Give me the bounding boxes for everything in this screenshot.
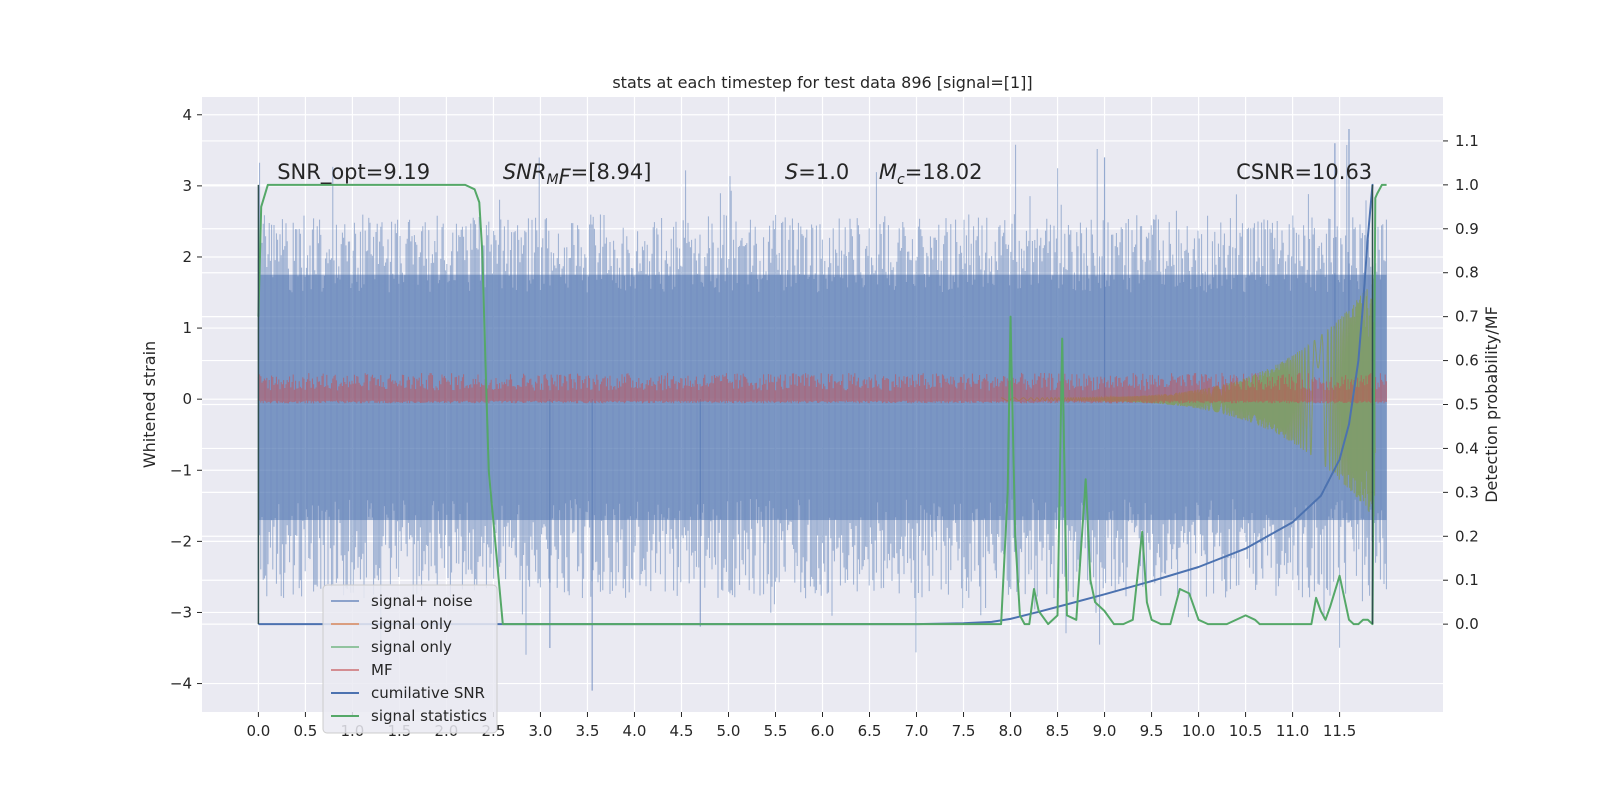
- annotation-2: S=1.0: [785, 160, 849, 184]
- y-tick-label: 0: [182, 390, 192, 408]
- y-tick-label: −4: [170, 675, 192, 693]
- legend-label: signal only: [371, 638, 452, 656]
- x-tick-label: 7.5: [952, 722, 976, 740]
- annotation-0: SNR_opt=9.19: [277, 160, 430, 185]
- annotations: SNR_opt=9.19 SNRMF=[8.94] S=1.0 Mc=18.02 CSN…: [277, 160, 1372, 189]
- y-tick-label: 4: [182, 106, 192, 124]
- legend: signal+ noise signal only signal only MF cum…: [322, 584, 498, 734]
- x-tick-label: 7.0: [905, 722, 929, 740]
- x-tick-label: 5.5: [764, 722, 788, 740]
- x-tick-label: 4.0: [623, 722, 647, 740]
- x-tick-label: 6.0: [811, 722, 835, 740]
- y-right-tick-label: 0.8: [1455, 264, 1479, 282]
- legend-label: signal only: [371, 615, 452, 633]
- x-tick-label: 5.0: [717, 722, 741, 740]
- y-right-tick-label: 0.0: [1455, 615, 1479, 633]
- x-tick-label: 11.5: [1323, 722, 1356, 740]
- y-right-tick-label: 0.9: [1455, 220, 1479, 238]
- y-right-tick-label: 0.7: [1455, 308, 1479, 326]
- annotation-1: SNRMF=[8.94]: [503, 160, 652, 189]
- y-axis-label-right: Detection probability/MF: [1482, 306, 1501, 503]
- y-right-tick-label: 0.2: [1455, 527, 1479, 545]
- y-right-tick-label: 1.0: [1455, 176, 1479, 194]
- x-tick-label: 6.5: [858, 722, 882, 740]
- chart-title: stats at each timestep for test data 896…: [612, 73, 1032, 92]
- x-tick-label: 10.5: [1229, 722, 1262, 740]
- y-tick-label: −1: [170, 461, 192, 479]
- x-tick-label: 0.0: [246, 722, 270, 740]
- series-signal-statistics: [257, 183, 1387, 626]
- x-tick-label: 8.5: [1046, 722, 1070, 740]
- x-tick-label: 3.5: [576, 722, 600, 740]
- legend-label: signal statistics: [371, 707, 487, 725]
- y-tick-label: 2: [182, 248, 192, 266]
- y-tick-label: 1: [182, 319, 192, 337]
- x-tick-label: 11.0: [1276, 722, 1309, 740]
- x-tick-label: 4.5: [670, 722, 694, 740]
- legend-box: [322, 584, 498, 734]
- y-tick-label: −2: [170, 532, 192, 550]
- x-tick-label: 9.0: [1093, 722, 1117, 740]
- legend-label: MF: [371, 661, 393, 679]
- x-tick-label: 10.0: [1182, 722, 1215, 740]
- series-cumulative-snr: [258, 183, 1374, 626]
- x-tick-label: 8.0: [999, 722, 1023, 740]
- y-right-tick-label: 0.6: [1455, 352, 1479, 370]
- x-tick-label: 9.5: [1140, 722, 1164, 740]
- y-right-tick-label: 0.1: [1455, 571, 1479, 589]
- y-tick-label: −3: [170, 603, 192, 621]
- legend-label: cumilative SNR: [371, 684, 485, 702]
- y-right-tick-label: 1.1: [1455, 132, 1479, 150]
- legend-label: signal+ noise: [371, 592, 473, 610]
- y-right-tick-label: 0.4: [1455, 439, 1479, 457]
- y-axis-label: Whitened strain: [140, 341, 159, 468]
- annotation-3: Mc=18.02: [879, 160, 983, 188]
- y-tick-label: 3: [182, 177, 192, 195]
- y-right-tick-label: 0.5: [1455, 396, 1479, 414]
- y-right-tick-label: 0.3: [1455, 483, 1479, 501]
- data-layer: [257, 128, 1387, 691]
- annotation-4: CSNR=10.63: [1236, 160, 1372, 184]
- x-tick-label: 0.5: [293, 722, 317, 740]
- x-tick-label: 3.0: [529, 722, 553, 740]
